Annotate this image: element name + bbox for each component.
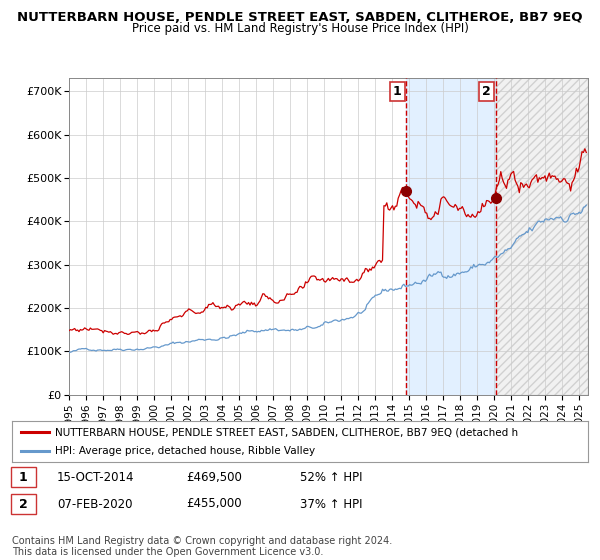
Text: NUTTERBARN HOUSE, PENDLE STREET EAST, SABDEN, CLITHEROE, BB7 9EQ (detached h: NUTTERBARN HOUSE, PENDLE STREET EAST, SA… [55,427,518,437]
Text: 2: 2 [19,497,28,511]
Bar [406,78,496,395]
Text: 1: 1 [19,470,28,484]
Bar [496,78,588,395]
Text: 2: 2 [482,85,491,98]
Text: £469,500: £469,500 [186,470,242,484]
Text: 52% ↑ HPI: 52% ↑ HPI [300,470,362,484]
Text: 07-FEB-2020: 07-FEB-2020 [57,497,133,511]
Text: HPI: Average price, detached house, Ribble Valley: HPI: Average price, detached house, Ribb… [55,446,316,456]
Text: NUTTERBARN HOUSE, PENDLE STREET EAST, SABDEN, CLITHEROE, BB7 9EQ: NUTTERBARN HOUSE, PENDLE STREET EAST, SA… [17,11,583,24]
Text: Contains HM Land Registry data © Crown copyright and database right 2024.
This d: Contains HM Land Registry data © Crown c… [12,535,392,557]
Text: Price paid vs. HM Land Registry's House Price Index (HPI): Price paid vs. HM Land Registry's House … [131,22,469,35]
Text: 1: 1 [393,85,402,98]
Text: 37% ↑ HPI: 37% ↑ HPI [300,497,362,511]
Text: £455,000: £455,000 [186,497,242,511]
Text: 15-OCT-2014: 15-OCT-2014 [57,470,134,484]
